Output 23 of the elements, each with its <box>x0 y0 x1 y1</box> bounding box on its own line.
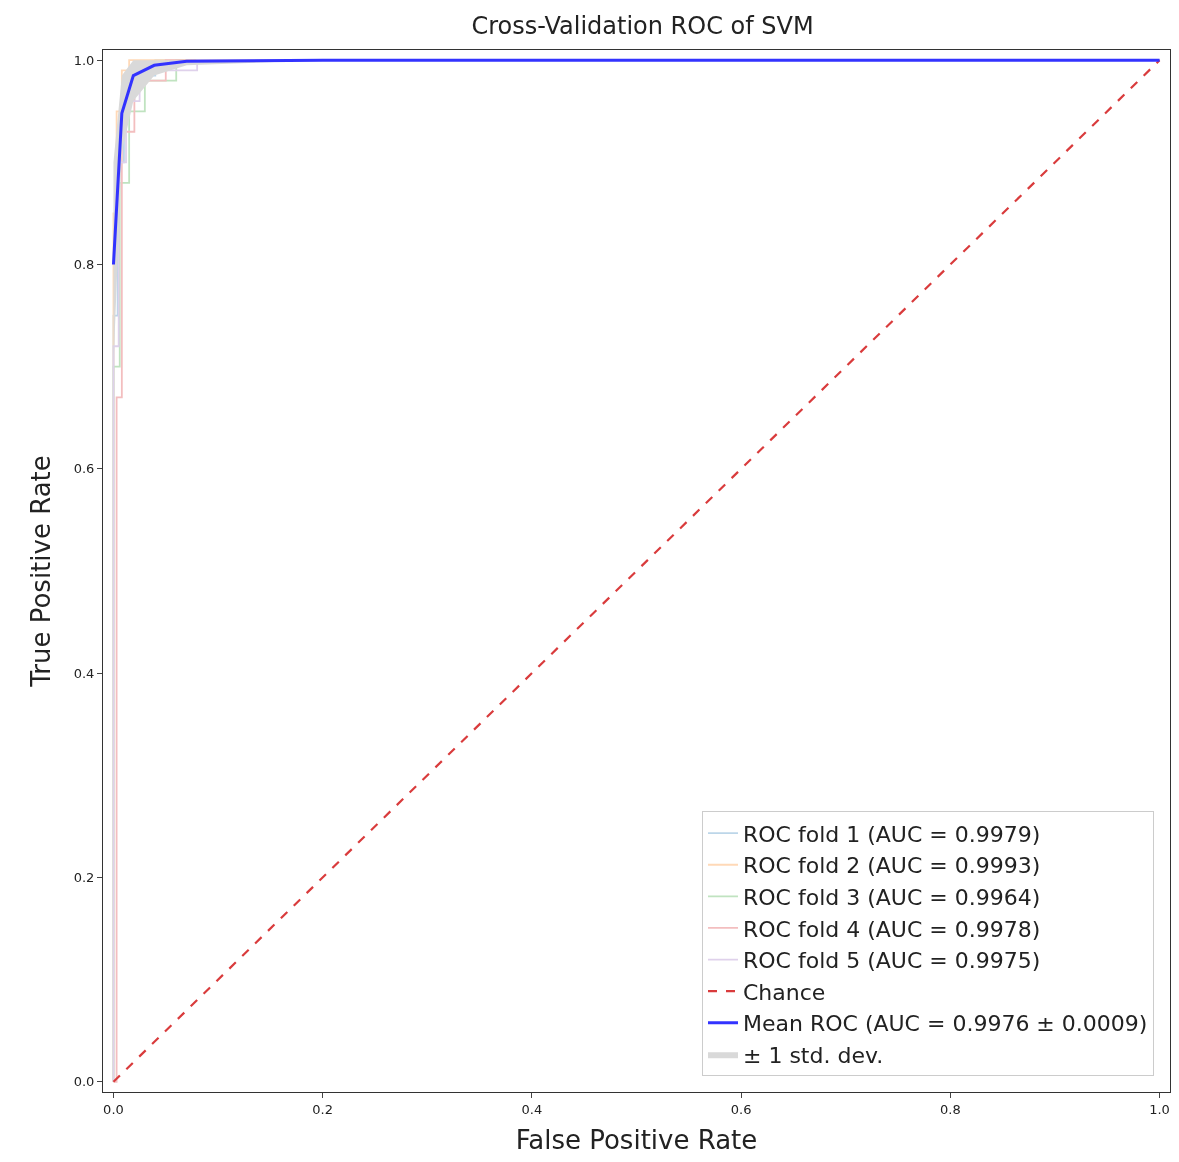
x-tick-label: 0.4 <box>521 1101 543 1117</box>
legend-label: ROC fold 1 (AUC = 0.9979) <box>742 821 1041 847</box>
legend-label: Mean ROC (AUC = 0.9976 ± 0.0009) <box>742 1011 1148 1037</box>
legend-label: ROC fold 4 (AUC = 0.9978) <box>742 916 1041 942</box>
y-tick-label: 0.6 <box>73 461 95 477</box>
y-tick-label: 0.8 <box>73 257 95 273</box>
x-tick-label: 0.6 <box>730 1101 752 1117</box>
legend-label: ROC fold 2 (AUC = 0.9993) <box>742 853 1041 879</box>
legend-label: ROC fold 3 (AUC = 0.9964) <box>742 884 1041 910</box>
x-tick-label: 0.0 <box>103 1101 124 1117</box>
x-tick-label: 0.2 <box>312 1101 334 1117</box>
y-tick-label: 0.0 <box>73 1074 95 1090</box>
legend-label: ROC fold 5 (AUC = 0.9975) <box>742 948 1041 974</box>
x-tick-label: 1.0 <box>1149 1101 1170 1117</box>
y-axis-title: True Positive Rate <box>26 455 57 688</box>
legend-label: ± 1 std. dev. <box>742 1042 884 1068</box>
y-tick-label: 0.4 <box>73 665 95 681</box>
legend-label: Chance <box>742 979 826 1005</box>
x-tick-label: 0.8 <box>939 1101 961 1117</box>
chart-title: Cross-Validation ROC of SVM <box>471 12 814 41</box>
x-axis-title: False Positive Rate <box>515 1125 758 1156</box>
y-tick-label: 0.2 <box>73 870 95 886</box>
y-tick-label: 1.0 <box>73 52 95 68</box>
